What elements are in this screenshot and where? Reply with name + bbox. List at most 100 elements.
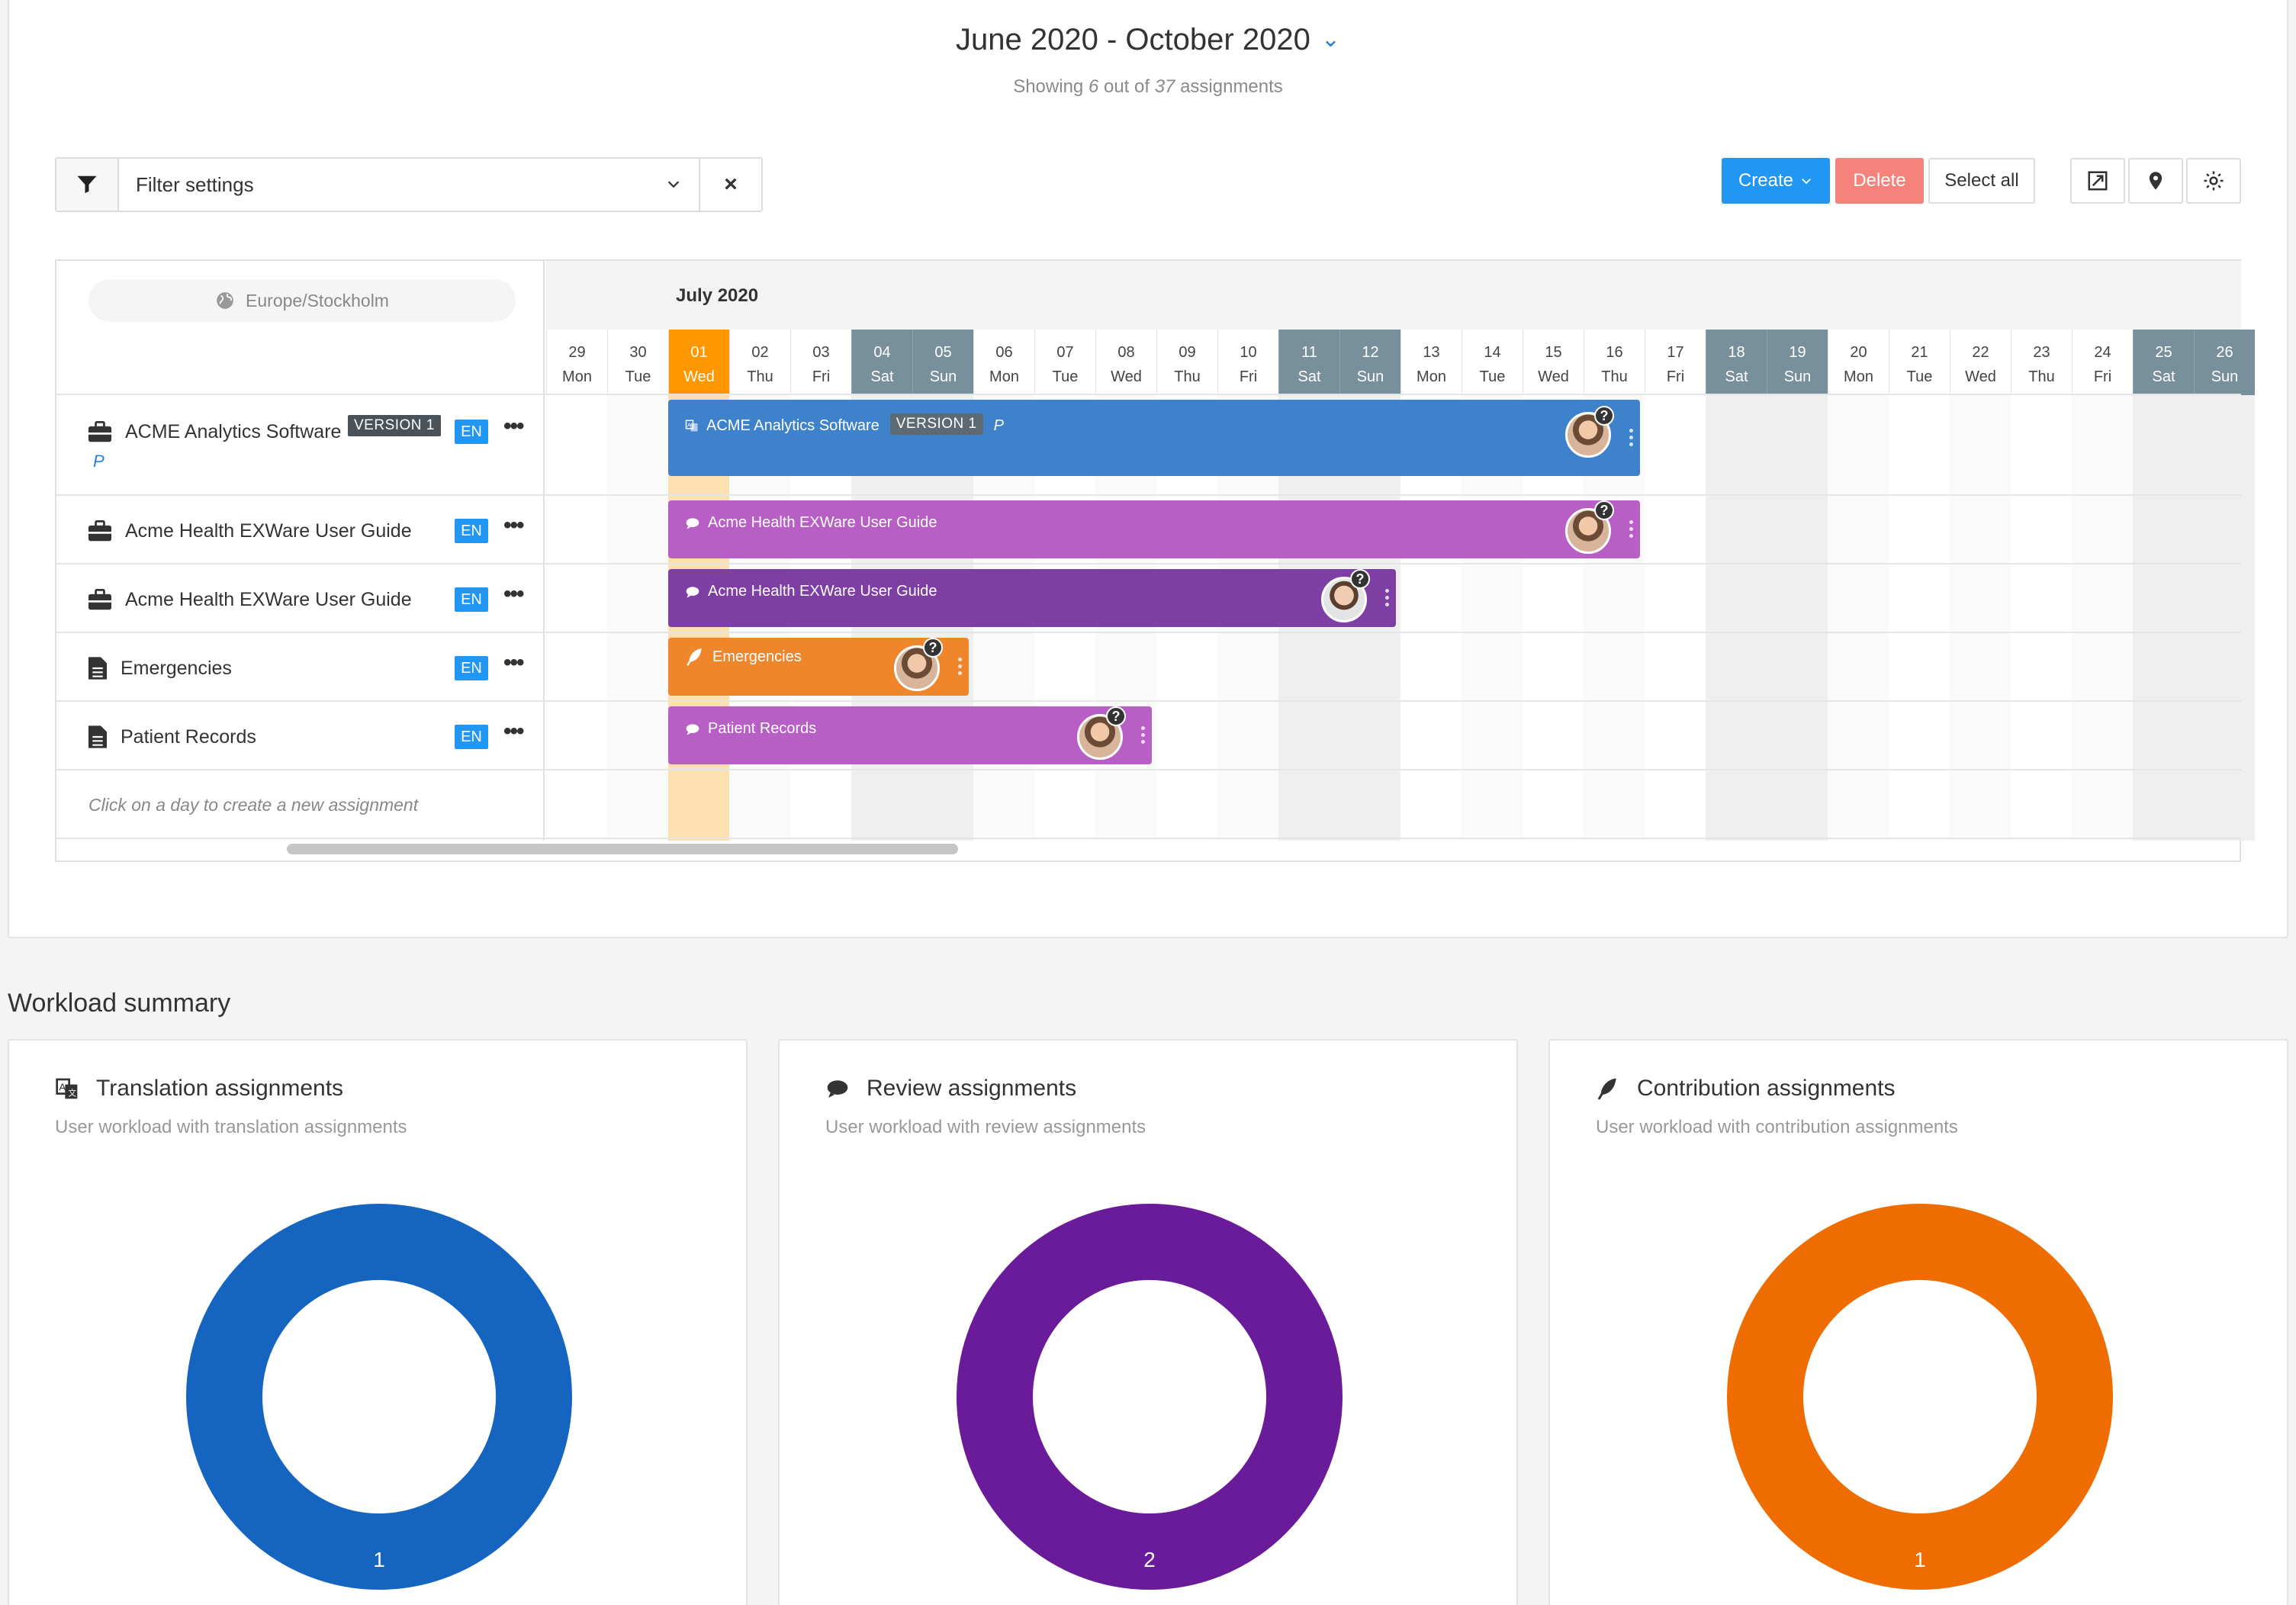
row-divider [56, 838, 2241, 839]
weekday-name: Thu [1601, 368, 1628, 385]
day-cell[interactable] [1950, 395, 2011, 841]
day-cell[interactable] [1767, 395, 1828, 841]
weekday-name: Mon [1417, 368, 1446, 385]
day-column-07[interactable]: 07 Tue [1034, 330, 1095, 841]
language-badge: EN [455, 420, 488, 444]
more-vertical-icon[interactable] [958, 658, 963, 678]
day-column-20[interactable]: 20 Mon [1828, 330, 1889, 841]
day-number: 19 [1789, 344, 1806, 361]
more-vertical-icon[interactable] [1385, 589, 1390, 610]
more-options-button[interactable]: ••• [503, 413, 524, 439]
timezone-selector[interactable]: Europe/Stockholm [88, 279, 516, 322]
day-column-03[interactable]: 03 Fri [790, 330, 851, 841]
day-column-22[interactable]: 22 Wed [1950, 330, 2011, 841]
weekday-name: Fri [1666, 368, 1685, 385]
day-header: 25 Sat [2133, 330, 2194, 395]
more-options-button[interactable]: ••• [503, 513, 524, 538]
assignment-bar-contribution[interactable]: Emergencies ? [668, 638, 969, 696]
horizontal-scrollbar[interactable] [287, 844, 958, 854]
help-icon: ? [1594, 406, 1614, 426]
bar-label: ACME Analytics Software [706, 417, 879, 434]
weekday-name: Sun [1783, 368, 1812, 385]
showing-mid: out of [1103, 76, 1150, 97]
chevron-down-icon[interactable]: ⌄ [1320, 27, 1340, 52]
day-column-23[interactable]: 23 Thu [2011, 330, 2072, 841]
day-cell[interactable] [2011, 395, 2072, 841]
assignment-bar-review[interactable]: Acme Health EXWare User Guide ? [668, 500, 1640, 558]
day-cell[interactable] [607, 395, 668, 841]
filter-placeholder: Filter settings [136, 172, 254, 196]
day-column-21[interactable]: 21 Tue [1889, 330, 1950, 841]
day-column-18[interactable]: 18 Sat [1706, 330, 1767, 841]
day-header: 01 Wed [668, 330, 729, 395]
weekday-name: Fri [1239, 368, 1258, 385]
project-marker: P [93, 452, 105, 471]
document-icon [88, 725, 107, 748]
more-options-button[interactable]: ••• [503, 650, 524, 675]
day-column-13[interactable]: 13 Mon [1400, 330, 1462, 841]
version-badge: VERSION 1 [348, 415, 441, 436]
avatar[interactable] [1565, 412, 1611, 458]
day-column-15[interactable]: 15 Wed [1523, 330, 1584, 841]
day-cell[interactable] [1706, 395, 1767, 841]
day-number: 05 [934, 344, 952, 361]
filter-settings: Filter settings × [55, 157, 763, 212]
workload-donut-chart[interactable]: 1 [1727, 1204, 2113, 1590]
day-header: 15 Wed [1523, 330, 1584, 395]
more-vertical-icon[interactable] [1141, 726, 1146, 747]
more-vertical-icon[interactable] [1629, 429, 1634, 449]
day-header: 06 Mon [973, 330, 1034, 395]
day-cell[interactable] [1645, 395, 1706, 841]
day-cell[interactable] [1889, 395, 1950, 841]
filter-icon[interactable] [56, 159, 119, 211]
day-column-24[interactable]: 24 Fri [2072, 330, 2133, 841]
weekday-name: Mon [989, 368, 1019, 385]
day-column-25[interactable]: 25 Sat [2133, 330, 2194, 841]
expand-button[interactable] [2070, 158, 2125, 204]
settings-button[interactable] [2186, 158, 2241, 204]
select-all-button[interactable]: Select all [1928, 158, 2035, 204]
create-button[interactable]: Create [1722, 158, 1830, 204]
more-options-button[interactable]: ••• [503, 581, 524, 606]
weekday-name: Sat [870, 368, 894, 385]
svg-text:文: 文 [68, 1088, 76, 1098]
bar-label: Patient Records [708, 720, 817, 737]
more-options-button[interactable]: ••• [503, 719, 524, 744]
date-range-selector[interactable]: June 2020 - October 2020 ⌄ [0, 23, 2296, 57]
workload-donut-chart[interactable]: 1 [186, 1204, 572, 1590]
day-cell[interactable] [546, 395, 607, 841]
weekday-name: Tue [1052, 368, 1079, 385]
card-title: Translation assignments [96, 1076, 344, 1101]
day-column-17[interactable]: 17 Fri [1645, 330, 1706, 841]
review-workload-card: Review assignments User workload with re… [778, 1039, 1518, 1605]
chat-bubble-icon [686, 517, 699, 529]
day-column-30[interactable]: 30 Tue [607, 330, 668, 841]
assignment-bar-review[interactable]: Acme Health EXWare User Guide ? [668, 569, 1396, 627]
delete-button[interactable]: Delete [1835, 158, 1924, 204]
avatar[interactable] [1077, 714, 1123, 760]
day-column-09[interactable]: 09 Thu [1156, 330, 1217, 841]
location-button[interactable] [2128, 158, 2183, 204]
day-cell[interactable] [2133, 395, 2194, 841]
assignment-bar-review[interactable]: Patient Records ? [668, 706, 1152, 764]
filter-select[interactable]: Filter settings [119, 159, 699, 211]
briefcase-icon [88, 520, 111, 542]
day-cell[interactable] [1828, 395, 1889, 841]
day-cell[interactable] [2072, 395, 2133, 841]
feather-icon [687, 648, 702, 666]
day-cell[interactable] [2194, 395, 2255, 841]
day-header: 05 Sun [912, 330, 973, 395]
workload-donut-chart[interactable]: 2 [957, 1204, 1343, 1590]
more-vertical-icon[interactable] [1629, 520, 1634, 541]
assignment-bar-translation[interactable]: A ACME Analytics Software VERSION 1 P ? [668, 400, 1640, 476]
day-number: 18 [1728, 344, 1745, 361]
day-column-19[interactable]: 19 Sun [1767, 330, 1828, 841]
day-column-29[interactable]: 29 Mon [546, 330, 607, 841]
language-badge: EN [455, 587, 488, 612]
row-title: Acme Health EXWare User Guide [125, 589, 412, 610]
day-column-26[interactable]: 26 Sun [2194, 330, 2255, 841]
weekday-name: Wed [1965, 368, 1996, 385]
clear-filter-button[interactable]: × [699, 159, 761, 211]
weekday-name: Sat [2152, 368, 2175, 385]
